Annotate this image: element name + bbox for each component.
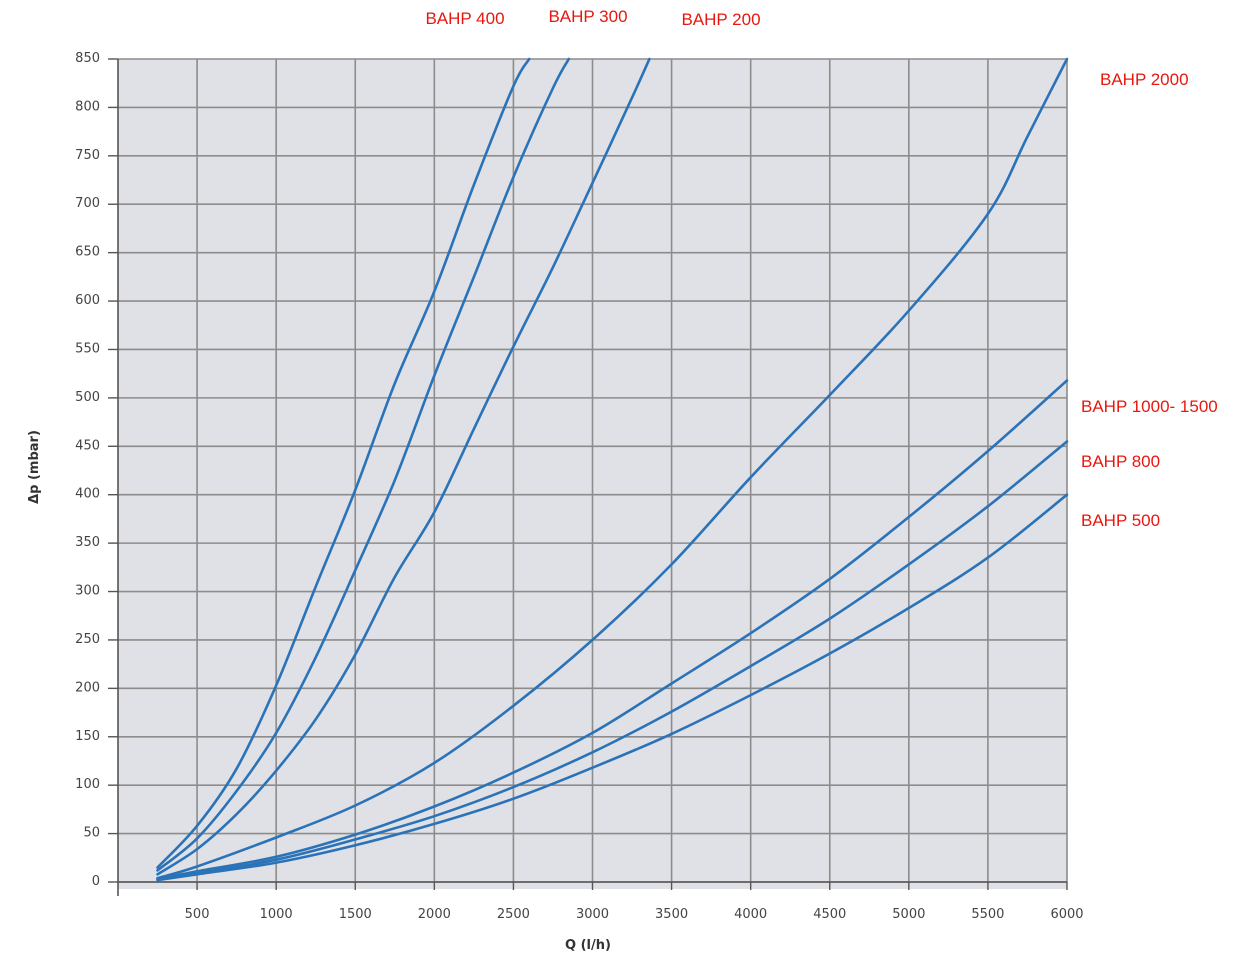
series-line-0: [156, 57, 531, 869]
x-tick-label: 3500: [655, 907, 688, 922]
y-tick-label: 500: [75, 390, 100, 405]
series-line-6: [156, 493, 1069, 882]
y-tick-label: 600: [75, 293, 100, 308]
y-tick-label: 350: [75, 535, 100, 550]
x-tick-label: 1000: [260, 907, 293, 922]
x-tick-label: 2000: [418, 907, 451, 922]
y-tick-label: 200: [75, 680, 100, 695]
y-tick-label: 850: [75, 51, 100, 66]
x-axis-ticks: 500 1000 1500 2000 2500 3000 3500 4000 4500 5000 5…: [185, 882, 1084, 922]
y-tick-label: 800: [75, 99, 100, 114]
y-tick-label: 150: [75, 729, 100, 744]
y-axis-ticks: 0 50 100 150 200 250 300 350 400 450 500 550 600 650 7…: [75, 51, 118, 889]
y-tick-label: 700: [75, 196, 100, 211]
y-tick-label: 400: [75, 487, 100, 502]
series-label-4: BAHP 1000- 1500: [1081, 397, 1218, 416]
y-tick-label: 750: [75, 148, 100, 163]
series-label-1: BAHP 300: [548, 7, 627, 26]
y-axis-title: Δp (mbar): [27, 430, 42, 504]
series-line-5: [156, 440, 1069, 881]
x-tick-label: 4500: [813, 907, 846, 922]
series-line-2: [156, 57, 651, 876]
series-label-3: BAHP 2000: [1100, 70, 1189, 89]
x-tick-label: 1500: [339, 907, 372, 922]
y-tick-label: 300: [75, 584, 100, 599]
y-tick-label: 550: [75, 341, 100, 356]
series-label-2: BAHP 200: [681, 10, 760, 29]
x-tick-label: 2500: [497, 907, 530, 922]
x-tick-label: 5500: [971, 907, 1004, 922]
series-lines: [156, 57, 1069, 882]
y-tick-label: 50: [83, 826, 100, 841]
series-label-0: BAHP 400: [425, 9, 504, 28]
x-tick-label: 4000: [734, 907, 767, 922]
series-labels: BAHP 400 BAHP 300 BAHP 200 BAHP 2000 BAHP 10…: [425, 7, 1217, 530]
series-label-5: BAHP 800: [1081, 452, 1160, 471]
x-tick-label: 3000: [576, 907, 609, 922]
series-label-6: BAHP 500: [1081, 511, 1160, 530]
y-tick-label: 450: [75, 438, 100, 453]
y-tick-label: 100: [75, 777, 100, 792]
series-line-1: [156, 57, 571, 872]
x-axis-title: Q (l/h): [565, 938, 611, 953]
x-tick-label: 5000: [892, 907, 925, 922]
y-tick-label: 250: [75, 632, 100, 647]
series-line-3: [156, 57, 1069, 880]
series-line-4: [156, 379, 1069, 881]
x-tick-label: 6000: [1050, 907, 1083, 922]
y-tick-label: 650: [75, 245, 100, 260]
grid: [118, 58, 1068, 883]
x-tick-label: 500: [185, 907, 210, 922]
y-tick-label: 0: [92, 874, 100, 889]
